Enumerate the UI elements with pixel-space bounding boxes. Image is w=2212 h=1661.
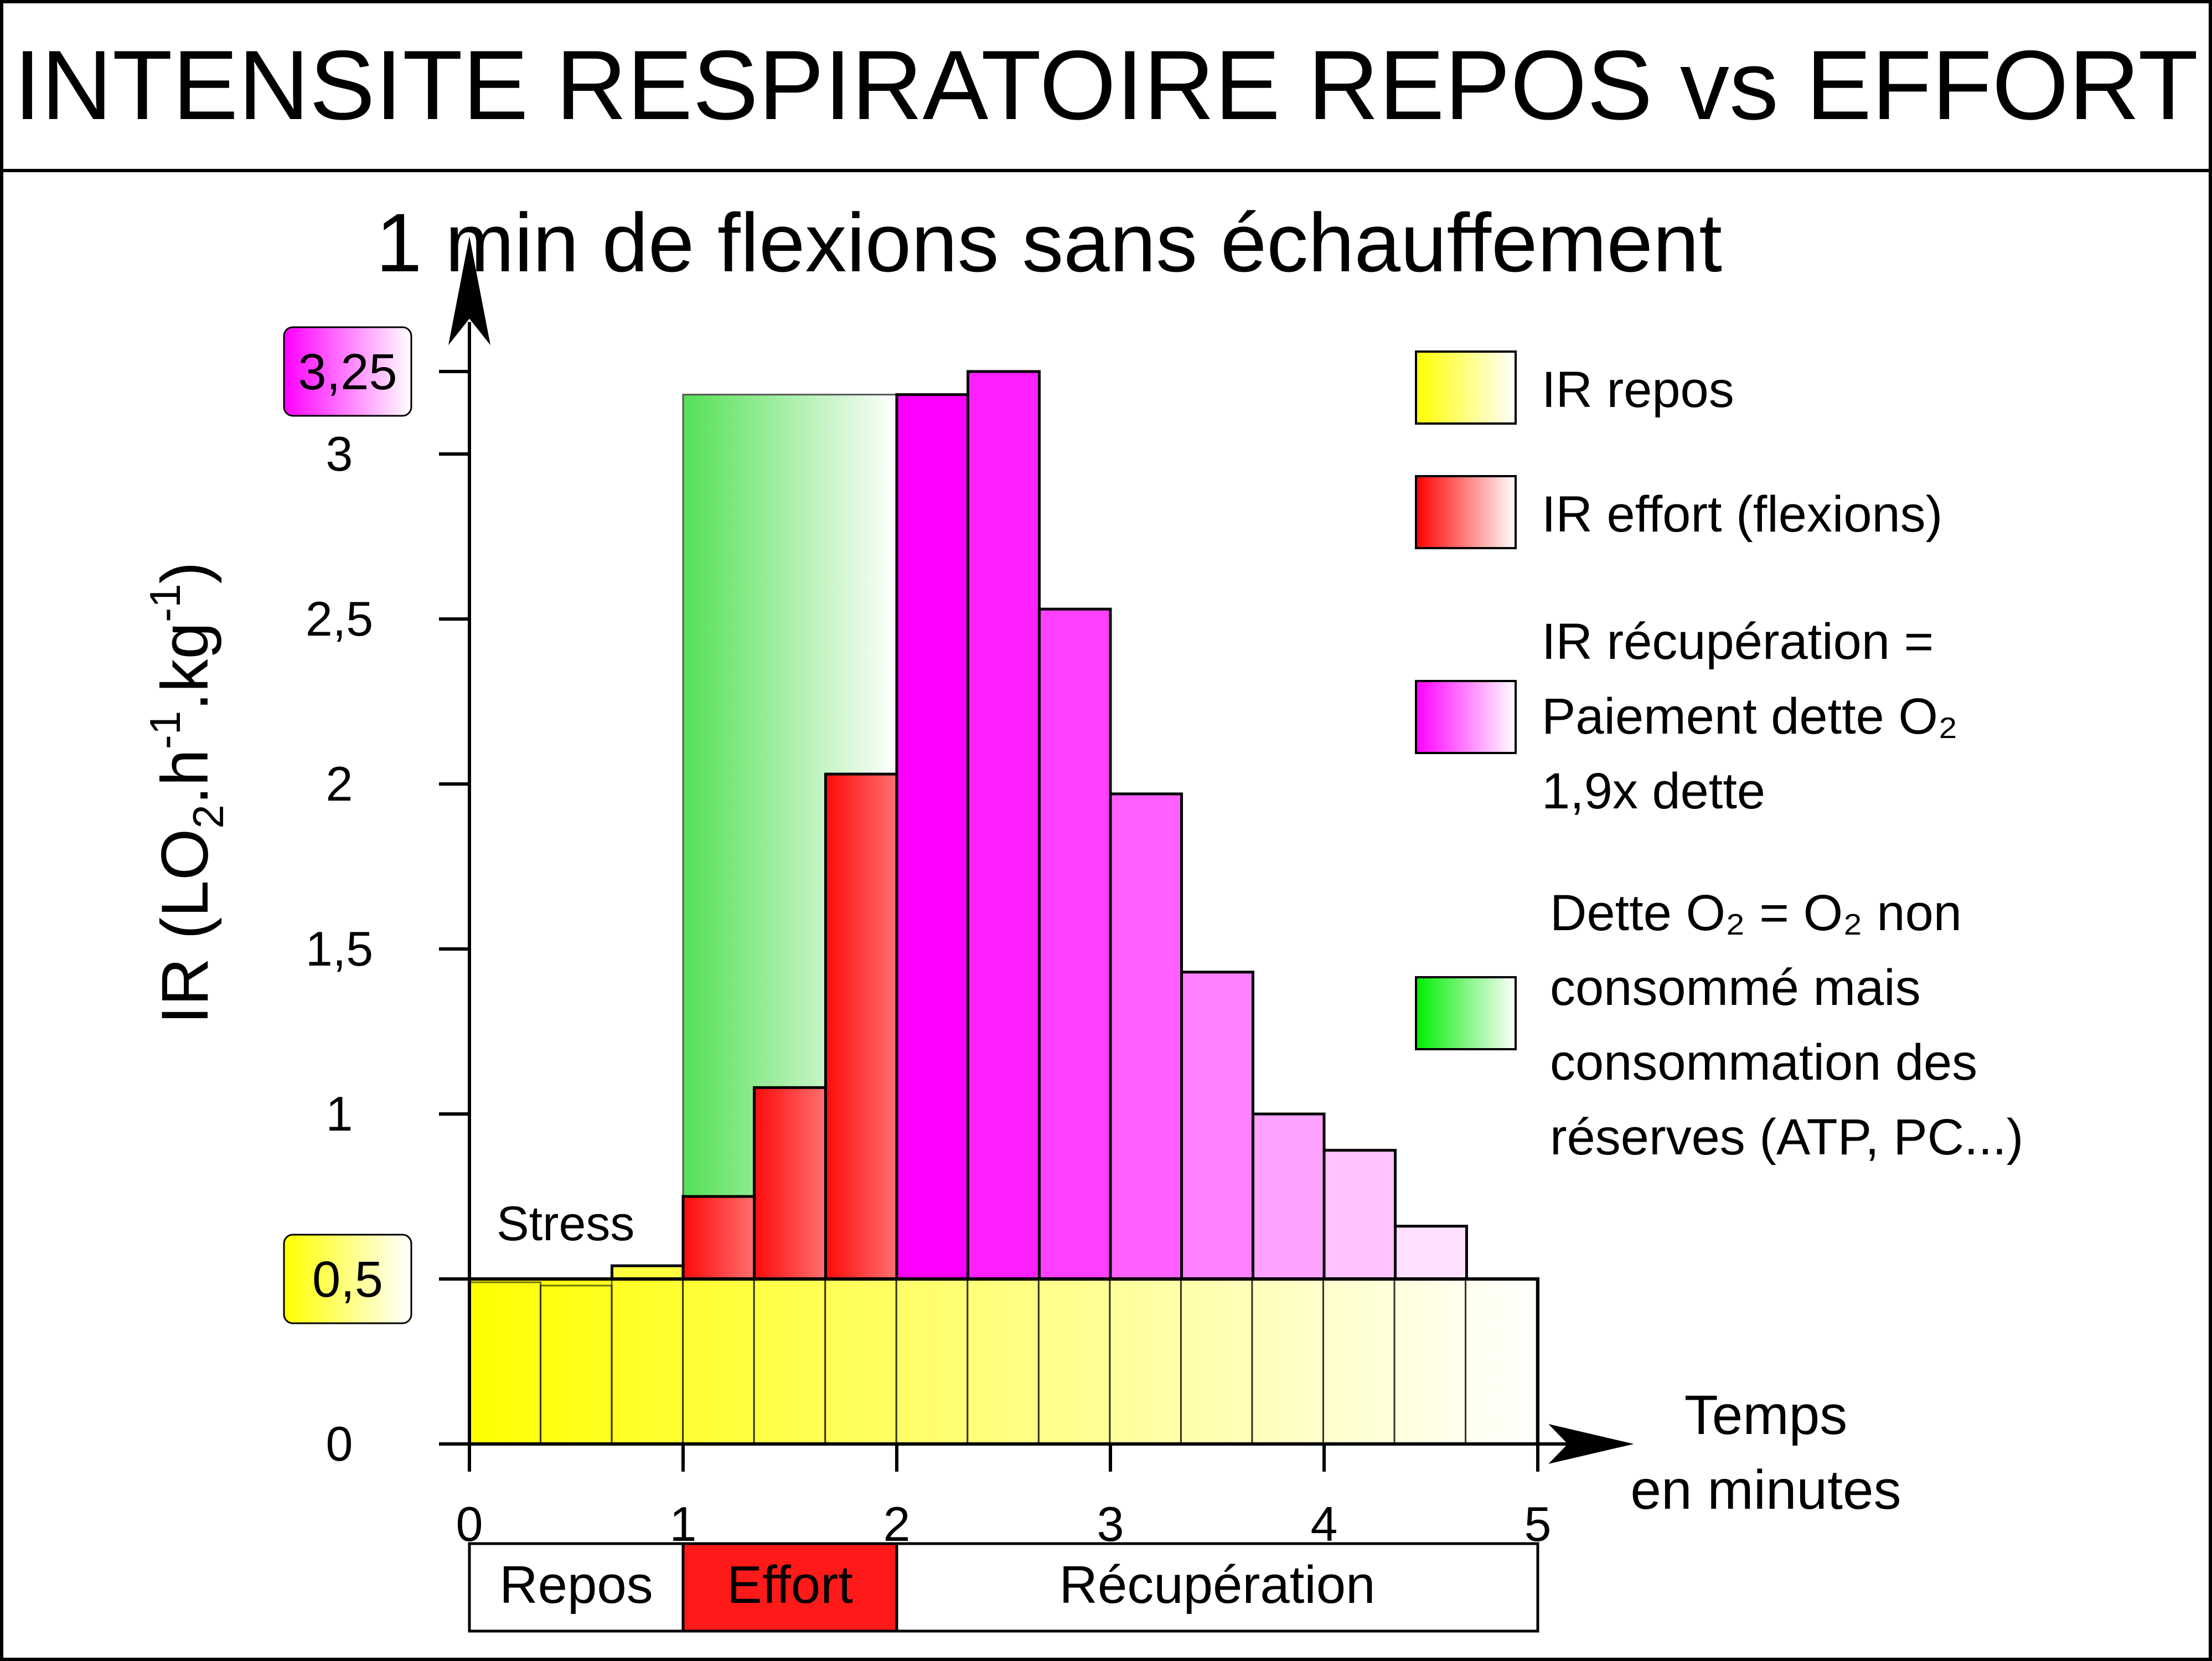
recovery-bar	[967, 370, 1041, 1281]
phase-effort	[681, 1542, 898, 1633]
legend-label: consommation des	[1550, 1034, 1977, 1091]
badge-high-label: 3,25	[298, 344, 397, 400]
y-axis-arrow	[448, 236, 490, 345]
badge-high-box	[283, 326, 412, 417]
x-axis-label-line1: Temps	[1684, 1384, 1848, 1446]
recovery-bar	[1322, 1149, 1397, 1281]
recovery-bar	[1037, 607, 1112, 1281]
phase-repos	[468, 1542, 685, 1633]
legend-label: IR effort (flexions)	[1542, 486, 1942, 543]
legend-label: IR récupération =	[1542, 613, 1934, 670]
recovery-bar	[1251, 1112, 1326, 1281]
chart-title: 1 min de flexions sans échauffement	[376, 196, 1722, 289]
page-title: INTENSITE RESPIRATOIRE REPOS vs EFFORT	[14, 30, 2198, 140]
legend-label: Dette O₂ = O₂ non	[1550, 885, 1962, 941]
plot-area: Stress	[468, 370, 1539, 1446]
legend-swatch	[1415, 976, 1517, 1050]
legend-item: IR repos	[1415, 350, 1734, 425]
stress-label: Stress	[497, 1196, 634, 1251]
legend-label: Paiement dette O₂	[1542, 688, 1958, 745]
legend-swatch	[1415, 475, 1517, 549]
badge-low: 0,5	[283, 1234, 412, 1324]
effort-bar	[753, 1086, 827, 1281]
legend-swatch	[1415, 680, 1517, 754]
badge-low-label: 0,5	[312, 1251, 383, 1308]
y-tick-label: 0	[326, 1416, 353, 1471]
y-axis-label: IR (LO2.h-1.kg-1)	[141, 561, 232, 1024]
x-axis-label-line2: en minutes	[1630, 1459, 1901, 1521]
legend-item: IR récupération = Paiement dette O₂ 1,9x d…	[1415, 613, 1958, 819]
axes: 011,522,530,53,250 1 2 3 4 5	[283, 236, 1634, 1551]
legend-label: IR repos	[1542, 362, 1734, 418]
x-axis-arrow	[1548, 1424, 1634, 1464]
phase-label: Récupération	[1059, 1555, 1375, 1614]
phase-rcupration	[895, 1542, 1539, 1633]
y-tick-label: 2,5	[306, 591, 373, 646]
recovery-bar	[1394, 1225, 1468, 1281]
y-tick-label: 3	[326, 426, 353, 481]
rest-area	[468, 1277, 1539, 1446]
legend-label: consommé mais	[1550, 960, 1921, 1016]
legend-swatch	[1415, 350, 1517, 425]
recovery-bar	[1109, 792, 1183, 1281]
legend-label: 1,9x dette	[1542, 763, 1765, 819]
recovery-bar	[1180, 971, 1254, 1281]
legend: IR repos IR effort (flexions) IR récupérat…	[1415, 350, 2023, 1165]
legend-item: Dette O₂ = O₂ non consommé mais consommati…	[1415, 885, 2023, 1165]
legend-item: IR effort (flexions)	[1415, 475, 1942, 549]
y-tick-label: 1	[326, 1086, 353, 1141]
badge-low-box	[283, 1234, 412, 1324]
phase-label: Effort	[727, 1555, 853, 1614]
effort-bar	[681, 1195, 756, 1281]
y-tick-label: 2	[326, 756, 353, 811]
phase-label: Repos	[499, 1555, 653, 1614]
legend-label: réserves (ATP, PC...)	[1550, 1109, 2023, 1165]
badge-high: 3,25	[283, 326, 412, 417]
effort-bar	[824, 772, 898, 1281]
y-tick-label: 1,5	[306, 921, 373, 976]
phase-bar: Repos Effort Récupération	[468, 1542, 1539, 1633]
recovery-bar	[895, 393, 970, 1281]
